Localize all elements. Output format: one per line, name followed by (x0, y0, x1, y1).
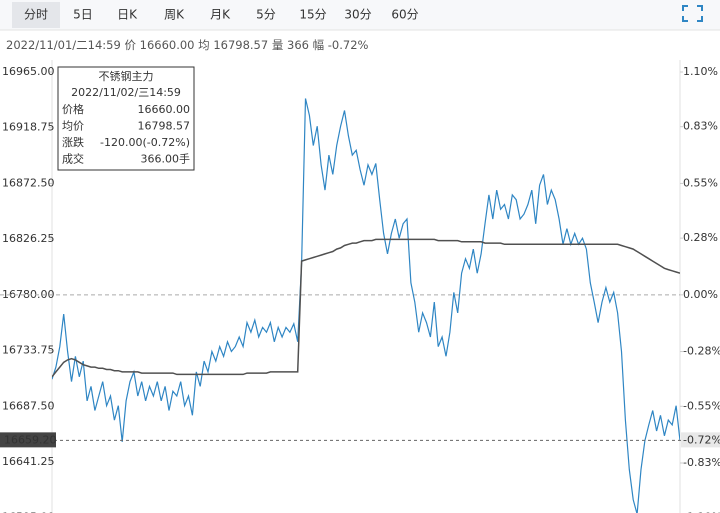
tooltip-label: 成交 (62, 152, 84, 166)
plot (52, 98, 680, 513)
tab[interactable]: 日K (117, 8, 138, 22)
info-line: 2022/11/01/二14:59 价 16660.00 均 16798.57 … (6, 38, 369, 52)
tab[interactable]: 5分 (256, 8, 276, 22)
current-pct-label: -0.72% (683, 433, 720, 446)
y-tick-label: 16826.25 (2, 232, 55, 245)
info-label: 价 (124, 38, 136, 52)
tooltip-label: 均价 (62, 120, 84, 133)
info-time: 2022/11/01/二14:59 (6, 38, 121, 52)
tab[interactable]: 15分 (299, 8, 326, 22)
current-label: 16659.20 (4, 433, 57, 446)
current-pct-bg (681, 432, 720, 448)
active-tab-bg (12, 2, 60, 28)
tab[interactable]: 60分 (391, 8, 418, 22)
tooltip-title: 不锈钢主力 (99, 70, 154, 83)
price-line (52, 98, 680, 513)
tab-bar (0, 0, 720, 30)
tooltip-value: 366.00手 (141, 152, 191, 166)
y2-tick-label: 0.28% (683, 231, 718, 244)
y-tick-label: 16733.75 (2, 344, 55, 357)
info-label: 量 (272, 38, 284, 52)
y2-tick-label: 1.10% (683, 65, 718, 78)
tooltip-label: 价格 (62, 102, 84, 116)
y-tick-label: 16595.00 (2, 511, 55, 513)
tooltip-label: 涨跌 (62, 135, 84, 149)
y2-tick-label: -1.10% (683, 511, 720, 513)
tab[interactable]: 周K (164, 8, 185, 22)
tab[interactable]: 月K (210, 8, 231, 22)
tooltip-value: 16660.00 (138, 103, 191, 116)
tab[interactable]: 30分 (344, 8, 371, 22)
y-tick-label: 16918.75 (2, 121, 55, 134)
y2-tick-label: 0.55% (683, 176, 718, 189)
info-value: 16660.00 (140, 38, 195, 52)
y-tick-label: 16965.00 (2, 65, 55, 78)
info-value: 16798.57 (213, 38, 268, 52)
y-tick-label: 16687.50 (2, 399, 55, 412)
y-tick-label: 16872.50 (2, 176, 55, 189)
info-label: 均 (198, 38, 210, 52)
y2-tick-label: 0.00% (683, 288, 718, 301)
tooltip-value: 16798.57 (138, 120, 191, 133)
tooltip-value: -120.00(-0.72%) (100, 136, 190, 149)
average-line (52, 238, 680, 378)
y2-tick-label: -0.83% (683, 456, 720, 469)
info-value: 366 (287, 38, 309, 52)
tab[interactable]: 分时 (24, 8, 48, 22)
info-value: -0.72% (328, 38, 369, 52)
y2-tick-label: 0.83% (683, 120, 718, 133)
y2-tick-label: -0.28% (683, 345, 720, 358)
tooltip-time: 2022/11/02/三14:59 (71, 86, 181, 99)
current-label-bg (0, 432, 56, 448)
info-label: 幅 (313, 38, 325, 52)
tooltip-box (57, 66, 195, 171)
tab[interactable]: 5日 (73, 8, 93, 22)
y2-tick-label: -0.55% (683, 399, 720, 412)
y-tick-label: 16641.25 (2, 455, 55, 468)
tooltip: 不锈钢主力 2022/11/02/三14:59 价格 16660.00 均价 16798.… (57, 66, 195, 171)
fullscreen-icon[interactable] (682, 5, 703, 22)
